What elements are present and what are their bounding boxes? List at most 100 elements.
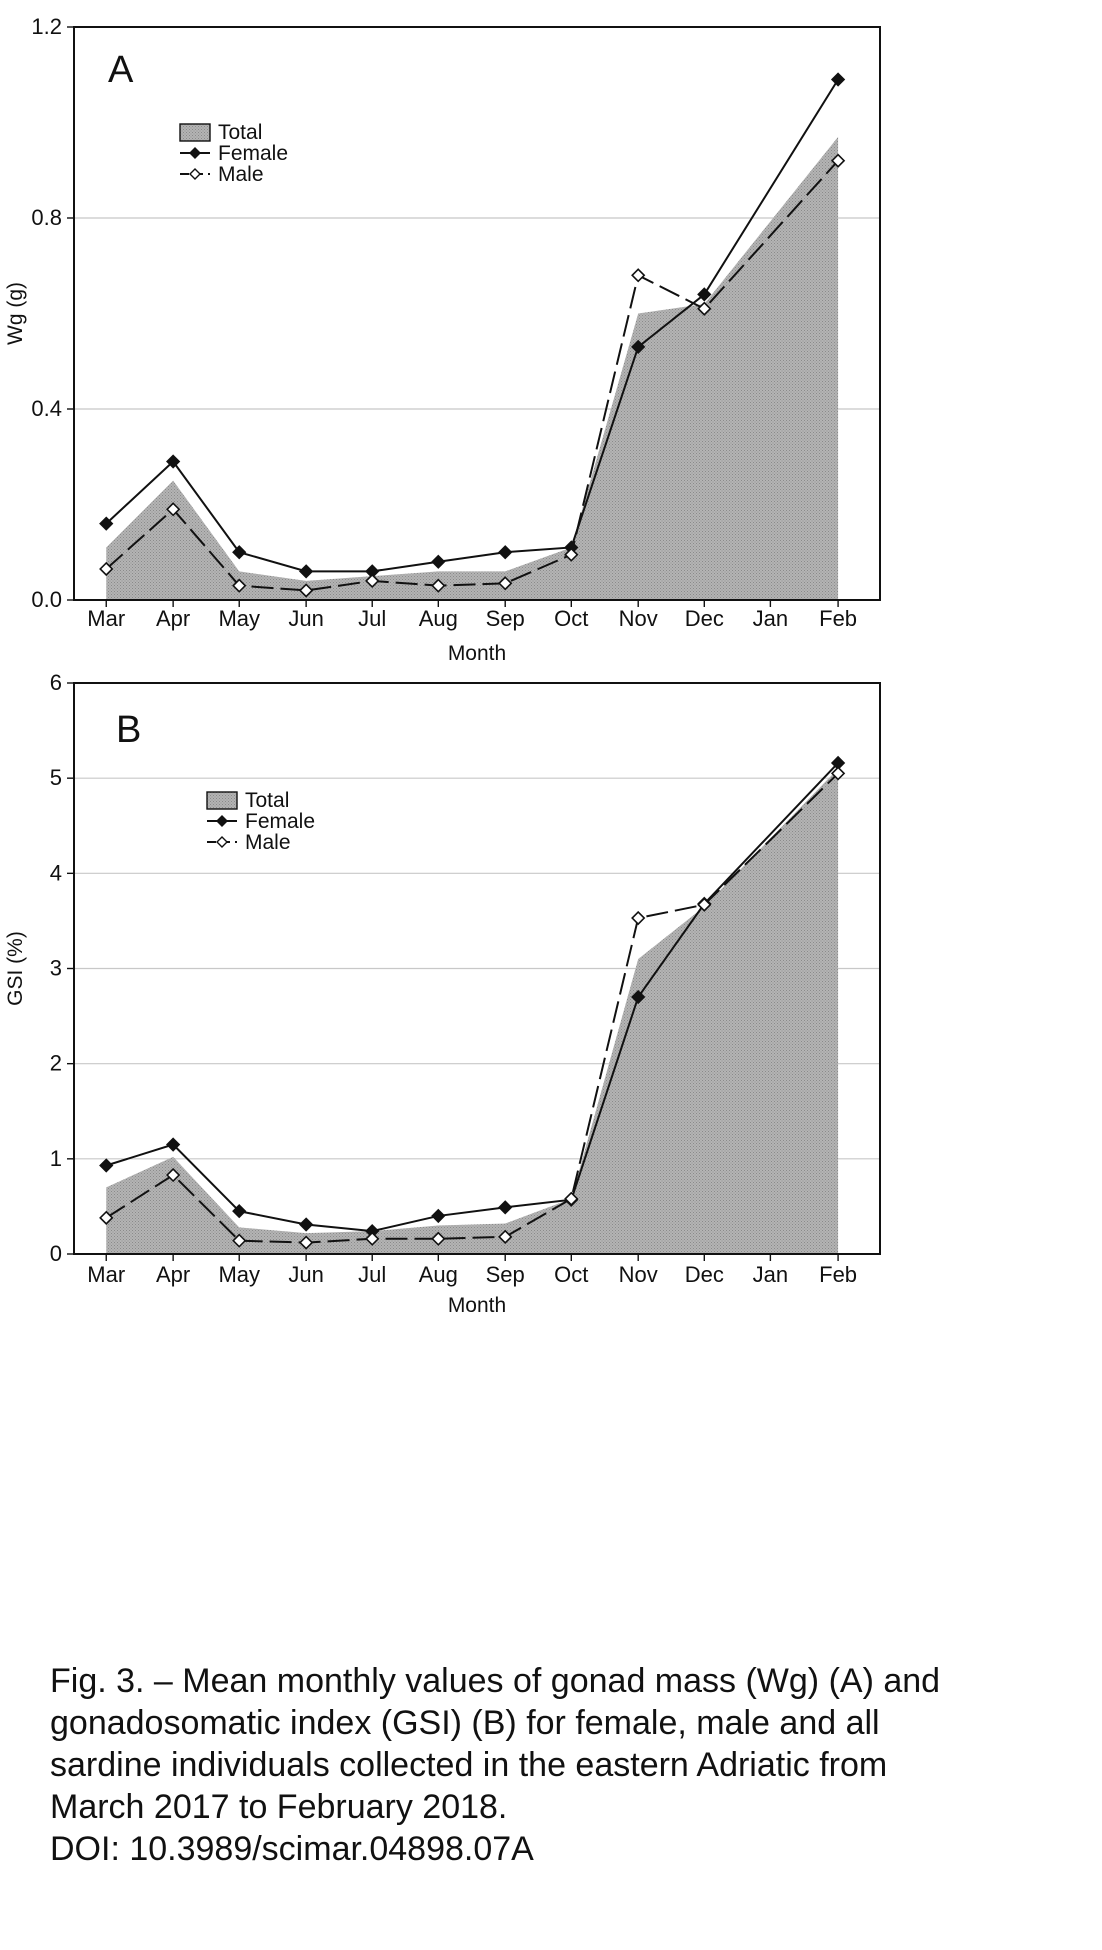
x-tick-label: Aug xyxy=(419,606,458,631)
series-female-point xyxy=(498,545,513,560)
series-male-point xyxy=(697,301,712,316)
series-female-point xyxy=(631,989,646,1005)
caption-line: gonadosomatic index (GSI) (B) for female… xyxy=(50,1704,880,1742)
y-tick-label: 6 xyxy=(50,670,62,695)
series-male-point xyxy=(365,1231,380,1246)
x-axis-title: Month xyxy=(448,1294,506,1317)
series-male-point xyxy=(830,766,846,781)
series-male-point xyxy=(431,578,446,593)
x-tick-label: Jun xyxy=(288,606,323,631)
x-tick-label: Jan xyxy=(753,606,788,631)
legend-swatch-total xyxy=(179,123,211,142)
x-tick-label: Apr xyxy=(156,606,190,631)
x-tick-label: Jul xyxy=(358,606,386,631)
x-tick-label: Feb xyxy=(819,1262,857,1287)
series-total-area xyxy=(106,768,839,1254)
series-male-point xyxy=(166,1167,181,1183)
series-male-point xyxy=(365,573,380,589)
y-tick-label: 4 xyxy=(50,860,62,885)
series-female-point xyxy=(431,1208,446,1224)
figure-caption: Fig. 3. – Mean monthly values of gonad m… xyxy=(50,1660,1070,1870)
x-tick-label: Jan xyxy=(753,1262,788,1287)
y-tick-label: 2 xyxy=(50,1051,62,1076)
x-tick-label: Feb xyxy=(819,606,857,631)
series-male-point xyxy=(298,583,314,598)
y-tick-label: 1 xyxy=(50,1146,62,1171)
series-male-point xyxy=(99,1210,114,1225)
series-female-point xyxy=(298,564,314,579)
panel-label: A xyxy=(108,49,134,91)
series-female-point xyxy=(232,545,247,560)
series-male-point xyxy=(232,578,247,593)
series-total-area xyxy=(106,136,839,600)
x-tick-label: Mar xyxy=(87,1262,125,1287)
series-male-point xyxy=(498,576,513,591)
series-male-point xyxy=(498,1229,513,1245)
y-tick-label: 0.4 xyxy=(31,396,62,421)
y-tick-label: 5 xyxy=(50,765,62,790)
series-male-point xyxy=(631,910,646,926)
plot-frame xyxy=(73,682,881,1255)
x-tick-label: Apr xyxy=(156,1262,190,1287)
x-tick-label: Nov xyxy=(619,606,658,631)
chart-panel-b: 0 1 2 3 4 5 6 Mar Apr May Jun Jul Aug Sep Oct Nov Dec Jan… xyxy=(4,670,881,1317)
series-male-point xyxy=(697,897,712,912)
series-male-point xyxy=(232,1233,247,1248)
x-tick-label: Aug xyxy=(419,1262,458,1287)
series-male-point xyxy=(631,268,646,283)
x-tick-label: Dec xyxy=(685,606,724,631)
y-tick-label: 0.8 xyxy=(31,205,62,230)
series-male-point xyxy=(830,153,846,168)
legend-label-female: Female xyxy=(218,142,288,165)
x-axis-title: Month xyxy=(448,642,506,665)
series-male-line xyxy=(105,772,839,1244)
legend-label-total: Total xyxy=(218,121,262,144)
series-female-point xyxy=(99,516,114,531)
panel-label: B xyxy=(116,709,141,751)
x-tick-label: May xyxy=(218,1262,260,1287)
series-male-point xyxy=(431,1231,446,1246)
series-female-point xyxy=(431,554,446,569)
legend-marker-female xyxy=(189,147,201,159)
series-female-point xyxy=(631,339,646,355)
series-male-point xyxy=(166,502,181,517)
chart-panel-a: 0.0 0.4 0.8 1.2 Mar Apr May Jun Jul Aug Sep Oct Nov D… xyxy=(4,14,881,665)
y-tick-label: 0.0 xyxy=(31,587,62,612)
x-tick-label: Oct xyxy=(554,606,588,631)
x-tick-label: May xyxy=(218,606,260,631)
x-tick-label: Nov xyxy=(619,1262,658,1287)
legend-label-male: Male xyxy=(245,831,291,854)
series-female-point xyxy=(166,1137,181,1152)
series-female-point xyxy=(99,1158,114,1173)
series-male-point xyxy=(298,1235,314,1250)
figure: 0.0 0.4 0.8 1.2 Mar Apr May Jun Jul Aug Sep Oct Nov D… xyxy=(4,14,881,1317)
x-tick-label: Sep xyxy=(486,606,525,631)
legend-marker-male xyxy=(189,168,201,180)
series-female-point xyxy=(697,287,712,302)
y-axis-title: GSI (%) xyxy=(4,931,27,1006)
caption-line: sardine individuals collected in the eas… xyxy=(50,1746,888,1784)
x-tick-label: Jun xyxy=(288,1262,323,1287)
x-tick-label: Sep xyxy=(486,1262,525,1287)
series-female-point xyxy=(298,1217,314,1232)
legend-label-male: Male xyxy=(218,163,264,186)
series-female-point xyxy=(498,1200,513,1215)
legend-swatch-total xyxy=(206,791,238,810)
series-male-point xyxy=(99,561,114,577)
series-male-point xyxy=(564,547,579,562)
series-female-point xyxy=(232,1204,247,1219)
series-female-point xyxy=(166,454,181,469)
plot-frame xyxy=(73,26,881,601)
series-female-point xyxy=(830,72,846,87)
series-male-point xyxy=(564,1191,579,1206)
legend-marker-female xyxy=(216,815,228,827)
legend-label-total: Total xyxy=(245,789,289,812)
y-tick-label: 1.2 xyxy=(31,14,62,39)
y-tick-label: 3 xyxy=(50,956,62,981)
x-tick-label: Dec xyxy=(685,1262,724,1287)
caption-line: Fig. 3. – Mean monthly values of gonad m… xyxy=(50,1662,941,1700)
caption-line: March 2017 to February 2018. xyxy=(50,1788,508,1826)
legend-label-female: Female xyxy=(245,810,315,833)
caption-line: DOI: 10.3989/scimar.04898.07A xyxy=(50,1830,534,1868)
y-axis-title: Wg (g) xyxy=(4,282,27,345)
